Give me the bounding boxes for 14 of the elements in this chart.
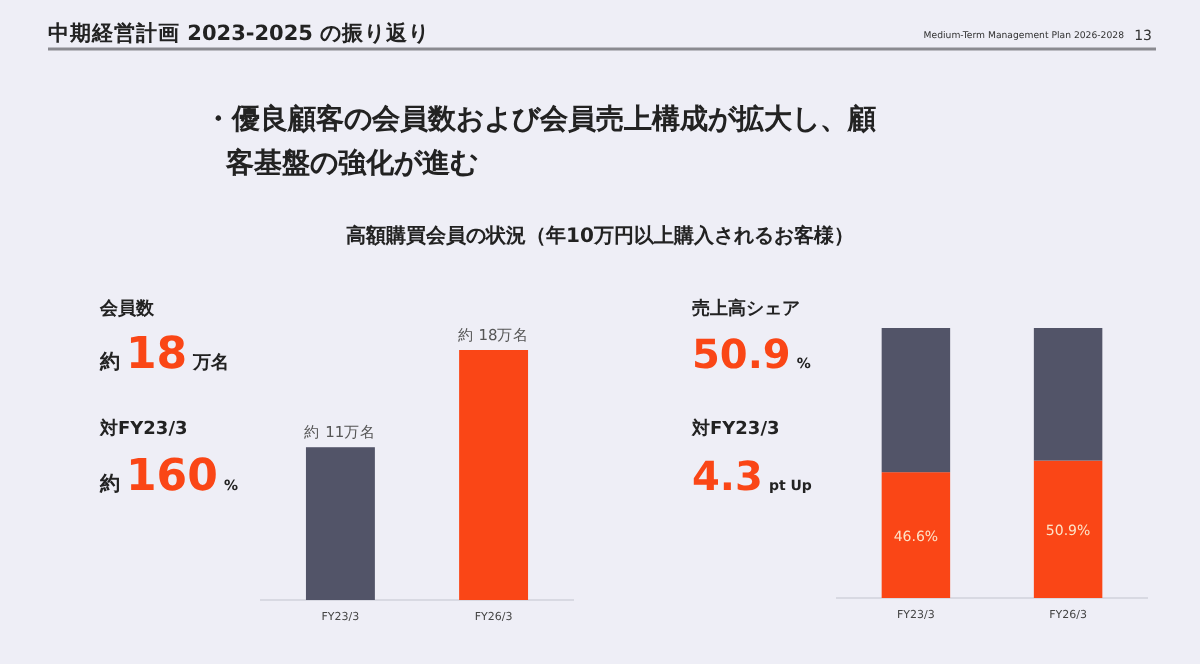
chart-title: 中期経営計画 2023-2025 の振り返り [48, 20, 431, 46]
text: 高額購買会員の状況（年10万円以上購入されるお客様） [346, 224, 854, 248]
text: 対FY23/3 [690, 418, 780, 440]
text: 万名 [191, 352, 230, 374]
text: 対FY23/3 [98, 418, 188, 440]
text: 約 [98, 350, 120, 374]
chart-subtitle: ・優良顧客の会員数および会員売上構成が拡大し、顧客基盤の強化が進む [204, 102, 876, 180]
text: 4.3 [692, 452, 763, 500]
text: 会員数 [98, 298, 156, 320]
text: 約 [98, 472, 120, 496]
text: 160 [126, 452, 218, 502]
text: 50.9 [692, 330, 791, 378]
text: 18 [126, 330, 188, 380]
text: 売上高シェア [692, 298, 800, 320]
